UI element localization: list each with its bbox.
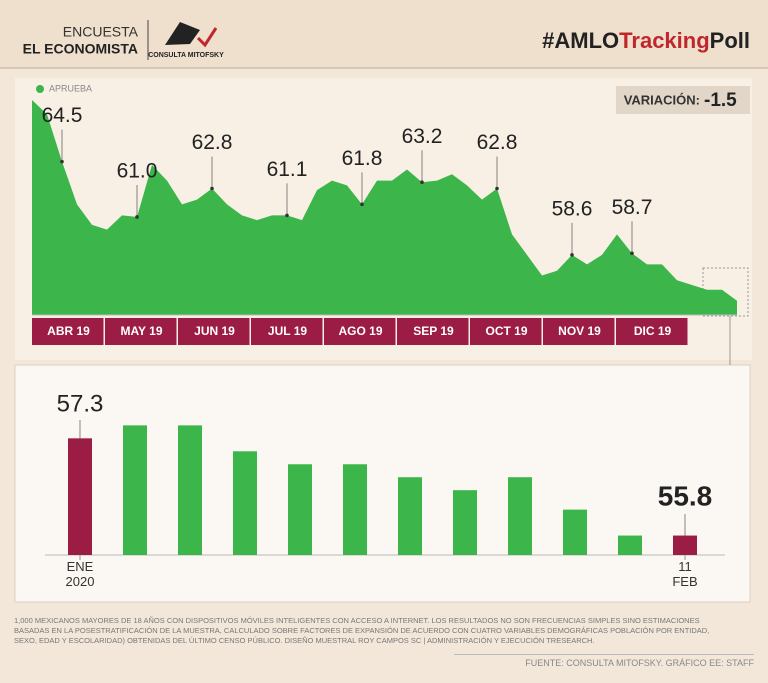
- label-dot: [495, 186, 499, 191]
- period-label: JUN 19: [194, 324, 235, 338]
- label-dot: [420, 180, 424, 185]
- label-dot: [570, 253, 574, 257]
- period-box: [470, 318, 542, 345]
- period-box: [397, 318, 469, 345]
- bar: [343, 464, 367, 555]
- period-label: AGO 19: [338, 324, 382, 338]
- bar: [178, 425, 202, 555]
- x-tick-label: 11 FEB: [672, 559, 698, 589]
- bar: [508, 477, 532, 555]
- period-label: JUL 19: [268, 324, 307, 338]
- value-label: 61.1: [267, 158, 308, 181]
- bar: [453, 490, 477, 555]
- period-label: SEP 19: [413, 324, 454, 338]
- bar: [288, 464, 312, 555]
- period-box: [178, 318, 250, 345]
- label-dot: [285, 213, 289, 218]
- label-dot: [135, 215, 139, 219]
- logo-check: [196, 27, 218, 48]
- source: FUENTE: CONSULTA MITOFSKY. GRÁFICO EE: S…: [454, 654, 754, 668]
- bar: [233, 451, 257, 555]
- x-tick-label: ENE 2020: [65, 559, 95, 589]
- value-label: 62.8: [192, 131, 233, 154]
- label-dot: [210, 186, 214, 191]
- period-label: NOV 19: [558, 324, 601, 338]
- label-dot: [60, 159, 64, 164]
- period-box: [324, 318, 396, 345]
- hashtag-2: Tracking: [619, 28, 709, 53]
- bar: [563, 509, 587, 555]
- footnote: 1,000 MEXICANOS MAYORES DE 18 AÑOS CON D…: [14, 616, 710, 645]
- period-label: MAY 19: [120, 324, 162, 338]
- hashtag: #AMLOTrackingPoll: [542, 28, 750, 53]
- hashtag-1: #AMLO: [542, 28, 619, 53]
- bar: [398, 477, 422, 555]
- variation-label: VARIACIÓN:: [624, 92, 700, 107]
- period-box: [616, 318, 688, 345]
- value-label: 58.7: [612, 196, 653, 219]
- bar: [123, 425, 147, 555]
- period-label: DIC 19: [634, 324, 672, 338]
- value-label: 61.0: [117, 160, 158, 183]
- value-label: 62.8: [477, 131, 518, 154]
- hashtag-3: Poll: [710, 28, 750, 53]
- value-label: 57.3: [57, 390, 104, 417]
- bar: [673, 535, 697, 555]
- bar: [68, 438, 92, 555]
- period-box: [543, 318, 615, 345]
- label-dot: [360, 202, 364, 207]
- value-label: 64.5: [42, 104, 83, 127]
- label-dot: [630, 251, 634, 256]
- bar: [618, 535, 642, 555]
- value-label: 58.6: [552, 197, 593, 220]
- period-label: OCT 19: [485, 324, 527, 338]
- header-line2: EL ECONOMISTA: [23, 41, 138, 57]
- variation-box: [616, 86, 750, 114]
- legend-label: APRUEBA: [49, 83, 92, 93]
- value-label: 63.2: [402, 125, 443, 148]
- header-bar: [0, 0, 768, 68]
- legend-swatch: [36, 85, 44, 93]
- variation-value: -1.5: [704, 90, 737, 111]
- logo-text: CONSULTA MITOFSKY: [148, 52, 224, 59]
- logo-mark: [165, 22, 200, 45]
- area: [32, 100, 737, 315]
- period-box: [251, 318, 323, 345]
- header-line1: ENCUESTA: [63, 24, 139, 40]
- value-label: 55.8: [658, 480, 713, 511]
- value-label: 61.8: [342, 147, 383, 170]
- period-label: ABR 19: [47, 324, 90, 338]
- period-box: [32, 318, 104, 345]
- period-box: [105, 318, 177, 345]
